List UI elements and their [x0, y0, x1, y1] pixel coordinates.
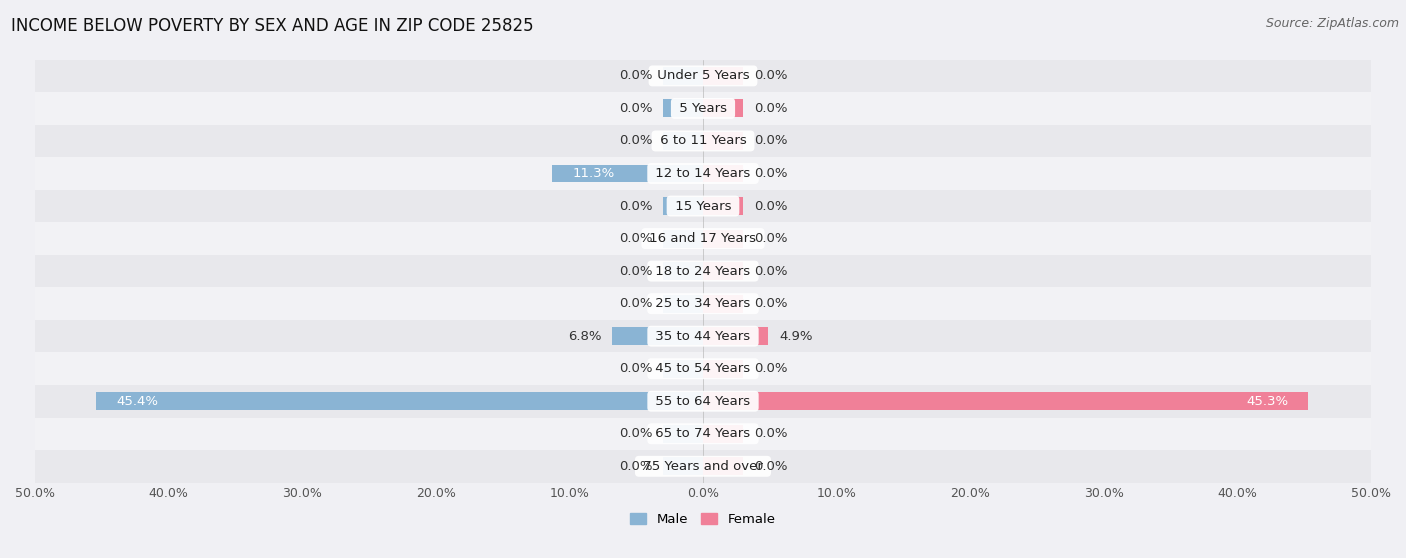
Text: 65 to 74 Years: 65 to 74 Years	[651, 427, 755, 440]
Bar	[703, 295, 744, 312]
Text: 0.0%: 0.0%	[754, 69, 787, 83]
Text: 0.0%: 0.0%	[754, 134, 787, 147]
Text: 0.0%: 0.0%	[619, 102, 652, 115]
Text: 45.3%: 45.3%	[1246, 395, 1288, 408]
Bar	[35, 450, 1371, 483]
Bar	[703, 230, 744, 248]
Text: 0.0%: 0.0%	[754, 102, 787, 115]
Bar	[662, 230, 703, 248]
Bar	[35, 60, 1371, 92]
Text: 0.0%: 0.0%	[754, 264, 787, 278]
Text: 75 Years and over: 75 Years and over	[638, 460, 768, 473]
Text: 0.0%: 0.0%	[619, 232, 652, 245]
Bar	[703, 132, 744, 150]
Bar	[662, 360, 703, 378]
Text: 5 Years: 5 Years	[675, 102, 731, 115]
Text: 16 and 17 Years: 16 and 17 Years	[645, 232, 761, 245]
Text: 0.0%: 0.0%	[619, 297, 652, 310]
Legend: Male, Female: Male, Female	[626, 507, 780, 531]
Bar	[703, 67, 744, 85]
Bar	[662, 458, 703, 475]
Bar	[662, 425, 703, 442]
Text: 0.0%: 0.0%	[754, 427, 787, 440]
Bar	[703, 392, 1308, 410]
Text: 0.0%: 0.0%	[619, 69, 652, 83]
Bar	[703, 360, 744, 378]
Text: 0.0%: 0.0%	[754, 297, 787, 310]
Bar	[35, 255, 1371, 287]
Text: 45 to 54 Years: 45 to 54 Years	[651, 362, 755, 375]
Text: Source: ZipAtlas.com: Source: ZipAtlas.com	[1265, 17, 1399, 30]
Bar	[703, 197, 744, 215]
Bar	[662, 197, 703, 215]
Bar	[662, 67, 703, 85]
Text: 0.0%: 0.0%	[619, 200, 652, 213]
Bar	[662, 295, 703, 312]
Bar	[703, 327, 769, 345]
Text: 6 to 11 Years: 6 to 11 Years	[655, 134, 751, 147]
Text: 0.0%: 0.0%	[754, 460, 787, 473]
Bar	[703, 99, 744, 117]
Bar	[35, 92, 1371, 124]
Bar	[703, 262, 744, 280]
Bar	[97, 392, 703, 410]
Text: 0.0%: 0.0%	[754, 232, 787, 245]
Text: 0.0%: 0.0%	[754, 200, 787, 213]
Bar	[35, 157, 1371, 190]
Bar	[35, 190, 1371, 222]
Text: 18 to 24 Years: 18 to 24 Years	[651, 264, 755, 278]
Bar	[703, 458, 744, 475]
Text: Under 5 Years: Under 5 Years	[652, 69, 754, 83]
Bar	[35, 124, 1371, 157]
Text: 0.0%: 0.0%	[619, 460, 652, 473]
Text: 15 Years: 15 Years	[671, 200, 735, 213]
Text: 35 to 44 Years: 35 to 44 Years	[651, 330, 755, 343]
Bar	[35, 320, 1371, 353]
Bar	[703, 425, 744, 442]
Bar	[35, 222, 1371, 255]
Bar	[35, 385, 1371, 417]
Text: 0.0%: 0.0%	[619, 362, 652, 375]
Text: 6.8%: 6.8%	[568, 330, 602, 343]
Text: 0.0%: 0.0%	[619, 134, 652, 147]
Text: 0.0%: 0.0%	[619, 264, 652, 278]
Text: 45.4%: 45.4%	[117, 395, 159, 408]
Bar	[35, 287, 1371, 320]
Text: 11.3%: 11.3%	[572, 167, 614, 180]
Text: 25 to 34 Years: 25 to 34 Years	[651, 297, 755, 310]
Text: 0.0%: 0.0%	[754, 167, 787, 180]
Text: 0.0%: 0.0%	[754, 362, 787, 375]
Bar	[612, 327, 703, 345]
Bar	[553, 165, 703, 182]
Text: 12 to 14 Years: 12 to 14 Years	[651, 167, 755, 180]
Text: 4.9%: 4.9%	[779, 330, 813, 343]
Text: 0.0%: 0.0%	[619, 427, 652, 440]
Bar	[662, 262, 703, 280]
Bar	[662, 99, 703, 117]
Bar	[662, 132, 703, 150]
Text: INCOME BELOW POVERTY BY SEX AND AGE IN ZIP CODE 25825: INCOME BELOW POVERTY BY SEX AND AGE IN Z…	[11, 17, 534, 35]
Text: 55 to 64 Years: 55 to 64 Years	[651, 395, 755, 408]
Bar	[35, 417, 1371, 450]
Bar	[35, 353, 1371, 385]
Bar	[703, 165, 744, 182]
